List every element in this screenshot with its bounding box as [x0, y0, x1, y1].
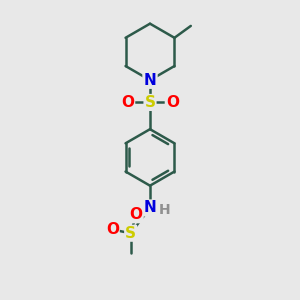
Text: N: N	[144, 73, 156, 88]
Text: N: N	[144, 73, 156, 88]
Text: O: O	[121, 95, 134, 110]
Text: H: H	[158, 203, 170, 217]
Text: S: S	[145, 95, 155, 110]
Text: O: O	[130, 207, 143, 222]
Text: O: O	[166, 95, 179, 110]
Text: O: O	[106, 222, 119, 237]
Text: N: N	[144, 200, 156, 215]
Text: S: S	[125, 226, 136, 241]
